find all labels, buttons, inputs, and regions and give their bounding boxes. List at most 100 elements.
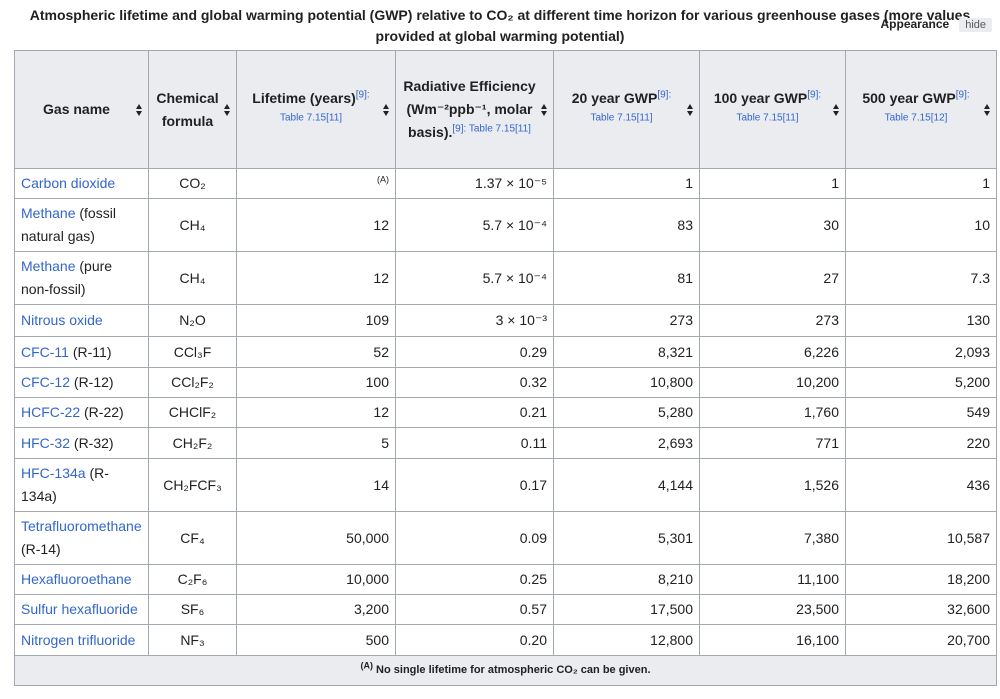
header-text: 100 year GWP (713, 89, 808, 106)
value-cell: 1 (553, 168, 700, 199)
gas-name-cell: Hexafluoroethane (14, 564, 149, 595)
table-row: HFC-32 (R-32) CH₂F₂ 5 0.11 2,693 771 220 (14, 427, 997, 459)
value-cell: 12 (236, 198, 396, 252)
value-cell: 10,800 (553, 367, 700, 398)
gas-name-cell: HFC-134a (R-134a) (14, 458, 149, 512)
formula-cell: CH₄ (148, 198, 237, 252)
gas-link[interactable]: Methane (21, 258, 76, 274)
header-ref[interactable]: [9]: Table 7.15[11] (736, 88, 822, 123)
value-cell: 100 (236, 367, 396, 398)
column-header: Gas name (14, 50, 149, 169)
appearance-label: Appearance (880, 17, 950, 31)
formula-cell: CH₂F₂ (148, 427, 237, 459)
gas-link[interactable]: CFC-11 (21, 343, 69, 360)
header-text: 500 year GWP (862, 89, 956, 106)
value-cell: 4,144 (553, 458, 700, 512)
value-cell: 83 (553, 198, 700, 252)
sort-button[interactable] (833, 103, 840, 116)
value-cell: 3 × 10⁻³ (395, 304, 554, 337)
gas-link[interactable]: Hexafluoroethane (21, 571, 132, 587)
gas-qualifier: (R-12) (70, 374, 114, 390)
table-row: HFC-134a (R-134a) CH₂FCF₃ 14 0.17 4,144 1,526… (14, 458, 997, 512)
value-cell: 14 (236, 458, 396, 512)
value-cell: 0.57 (395, 594, 554, 625)
gas-link[interactable]: Tetrafluoromethane (21, 518, 142, 534)
value-cell: 20,700 (845, 624, 997, 656)
value-cell: 0.09 (395, 511, 554, 565)
gas-qualifier: (R-32) (70, 434, 114, 451)
value-cell: 10,200 (699, 367, 846, 398)
value-cell: 130 (845, 304, 997, 337)
gas-link[interactable]: Carbon dioxide (21, 175, 116, 191)
value-cell: 7.3 (845, 251, 997, 305)
value-cell: 549 (845, 397, 997, 428)
value-cell: 1 (699, 168, 846, 199)
table-caption: Atmospheric lifetime and global warming … (29, 7, 971, 44)
table-row: CFC-12 (R-12) CCl₂F₂ 100 0.32 10,800 10,200 5,… (14, 367, 997, 398)
header-ref[interactable]: [9]: Table 7.15[11] (590, 88, 672, 123)
formula-cell: N₂O (148, 304, 237, 337)
appearance-bar: Appearance hide (880, 17, 992, 32)
gas-link[interactable]: Sulfur hexafluoride (21, 601, 138, 617)
value-cell: 27 (699, 251, 846, 305)
gas-link[interactable]: HFC-134a (21, 465, 86, 481)
footnote-ref[interactable]: (A) (377, 174, 389, 185)
column-header: Lifetime (years)[9]: Table 7.15[11] (236, 50, 396, 169)
gas-link[interactable]: Nitrogen trifluoride (21, 631, 136, 648)
column-header: 20 year GWP[9]: Table 7.15[11] (553, 50, 700, 169)
gas-qualifier: (R-134a) (21, 465, 109, 504)
hide-button[interactable]: hide (959, 18, 992, 32)
formula-cell: SF₆ (148, 594, 237, 625)
gas-name-cell: Tetrafluoromethane (R-14) (14, 511, 149, 565)
value-cell: 2,693 (553, 427, 700, 459)
value-cell: 10,000 (236, 564, 396, 595)
gas-link[interactable]: HCFC-22 (21, 404, 81, 420)
value-cell: 273 (699, 304, 846, 337)
column-header: 500 year GWP[9]: Table 7.15[12] (845, 50, 997, 169)
footnote: (A) No single lifetime for atmospheric C… (14, 655, 997, 686)
gas-qualifier: (R-11) (68, 343, 112, 360)
gas-link[interactable]: Nitrous oxide (21, 312, 103, 328)
sort-button[interactable] (224, 103, 231, 116)
value-cell: 12,800 (553, 624, 700, 656)
gas-qualifier: (R-14) (21, 541, 61, 557)
gas-link[interactable]: CFC-12 (21, 374, 71, 390)
value-cell: 32,600 (845, 594, 997, 625)
value-cell: 17,500 (553, 594, 700, 625)
header-text: Radiative Efficiency (Wm⁻²ppb⁻¹, molar b… (403, 78, 536, 140)
value-cell: 5,200 (845, 367, 997, 398)
gas-name-cell: CFC-11 (R-11) (14, 336, 149, 368)
table-row: Nitrogen trifluoride NF₃ 500 0.20 12,800 16,1… (14, 624, 997, 656)
value-cell: 2,093 (845, 336, 997, 368)
value-cell: 5,280 (553, 397, 700, 428)
gas-link[interactable]: Methane (21, 205, 76, 221)
formula-cell: NF₃ (148, 624, 237, 656)
sort-button[interactable] (136, 103, 143, 116)
value-cell: 0.21 (395, 397, 554, 428)
sort-button[interactable] (687, 103, 694, 116)
formula-cell: CH₂FCF₃ (148, 458, 237, 512)
gas-link[interactable]: HFC-32 (21, 434, 71, 451)
header-ref[interactable]: [9]: Table 7.15[11] (452, 123, 531, 135)
value-cell: 16,100 (699, 624, 846, 656)
footnote-text: No single lifetime for atmospheric CO₂ c… (376, 664, 651, 676)
formula-cell: CCl₃F (148, 336, 237, 368)
table-row: Methane (fossil natural gas) CH₄ 12 5.7 × 1… (14, 198, 997, 252)
value-cell: 81 (553, 251, 700, 305)
sort-button[interactable] (383, 103, 390, 116)
gas-qualifier: (pure non-fossil) (21, 258, 113, 297)
formula-cell: CH₄ (148, 251, 237, 305)
value-cell: 11,100 (699, 564, 846, 595)
gas-name-cell: HCFC-22 (R-22) (14, 397, 149, 428)
header-ref[interactable]: [9]: Table 7.15[11] (279, 88, 370, 123)
footnote-mark: (A) (360, 660, 373, 671)
value-cell: 10,587 (845, 511, 997, 565)
value-cell: 0.25 (395, 564, 554, 595)
value-cell: 18,200 (845, 564, 997, 595)
sort-button[interactable] (984, 103, 991, 116)
formula-cell: CHClF₂ (148, 397, 237, 428)
value-cell: 1.37 × 10⁻⁵ (395, 168, 554, 199)
sort-button[interactable] (541, 103, 548, 116)
header-ref[interactable]: [9]: Table 7.15[12] (884, 88, 970, 123)
